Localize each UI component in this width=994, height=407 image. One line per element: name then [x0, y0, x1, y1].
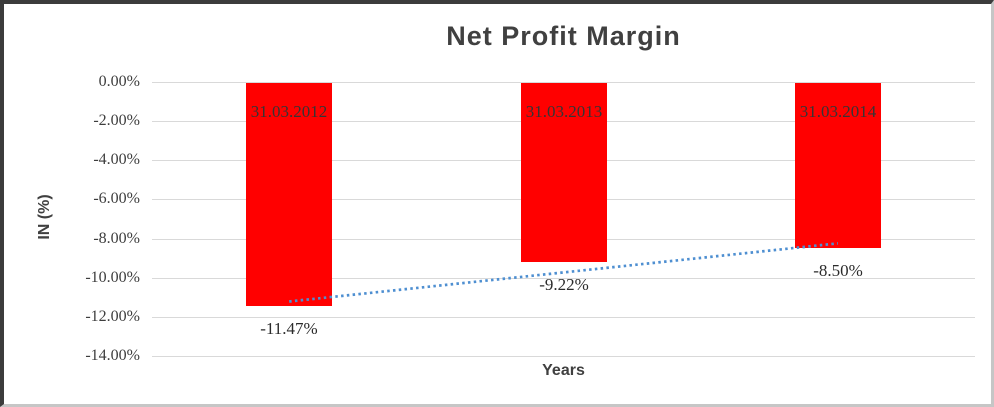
x-axis-title: Years	[542, 362, 585, 379]
y-tick-label: 0.00%	[98, 73, 140, 90]
data-label: -9.22%	[539, 275, 589, 294]
y-tick-label: -12.00%	[85, 308, 140, 325]
y-tick-label: -10.00%	[85, 269, 140, 286]
data-label: -11.47%	[260, 319, 318, 338]
category-label: 31.03.2012	[250, 102, 328, 121]
category-label: 31.03.2013	[525, 102, 603, 121]
gridline	[152, 317, 975, 318]
chart-title: Net Profit Margin	[446, 21, 681, 51]
gridline	[152, 356, 975, 357]
gridline	[152, 82, 975, 83]
y-tick-label: -8.00%	[93, 230, 140, 247]
bar	[795, 83, 881, 248]
y-tick-label: -2.00%	[93, 112, 140, 129]
y-tick-label: -6.00%	[93, 190, 140, 207]
data-label: -8.50%	[813, 261, 863, 280]
bar	[521, 83, 607, 262]
y-tick-label: -4.00%	[93, 151, 140, 168]
category-label: 31.03.2014	[799, 102, 877, 121]
y-tick-label: -14.00%	[85, 347, 140, 364]
